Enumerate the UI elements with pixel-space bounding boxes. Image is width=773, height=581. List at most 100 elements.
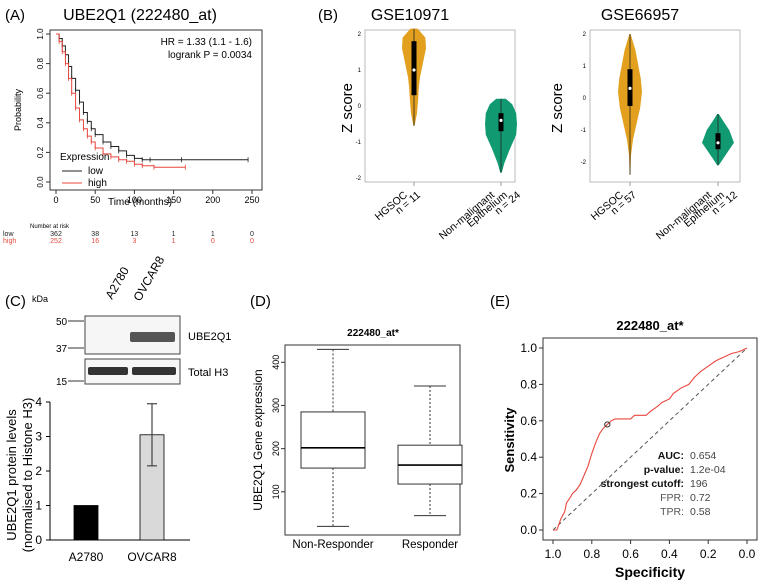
km-risk-value: 38: [91, 231, 99, 238]
roc-frame: [542, 337, 758, 541]
lane-label-ovcar8: OVCAR8: [130, 253, 167, 303]
km-y-tick-label: 0.8: [36, 57, 45, 69]
violin-y-tick-label: 0: [358, 104, 362, 110]
roc-diagonal: [552, 347, 748, 531]
roc-stat-label: FPR:: [660, 492, 684, 504]
box-title: 222480_at*: [347, 328, 399, 339]
roc-x-tick-label: 0.2: [700, 547, 717, 561]
km-plot: UBE2Q1 (222480_at) HR = 1.33 (1.1 - 1.6)…: [3, 7, 263, 245]
kda-marker-15: 15: [56, 377, 68, 388]
roc-y-tick-label: 0.4: [520, 450, 537, 464]
violin-y-tick-label: 2: [583, 32, 587, 38]
roc-stat-value: 0.654: [690, 450, 716, 462]
roc-stat-label: TPR:: [660, 506, 684, 518]
box-y-tick-label: 300: [271, 398, 281, 413]
violin2-title: GSE66957: [601, 7, 679, 24]
km-risk-value: 252: [50, 238, 62, 245]
roc-stat-label: AUC:: [658, 450, 684, 462]
km-x-tick-label: 250: [244, 195, 259, 205]
bar-category-label: OVCAR8: [127, 550, 177, 564]
roc-cutoff-point: [604, 421, 611, 428]
kda-label: kDa: [32, 294, 48, 304]
km-legend-title: Expression: [60, 152, 109, 163]
violin-median-dot: [628, 86, 632, 90]
bar-y-tick-label: 0: [35, 533, 42, 547]
violin2-frame: [589, 29, 741, 183]
blot-band-ovcar8-ube2q1: [130, 332, 175, 342]
roc-stat-value: 0.58: [690, 506, 711, 518]
km-risk-value: 0: [211, 238, 215, 245]
blot-band-a2780-h3: [88, 367, 128, 375]
bar-ylabel-line2: (normalised to Histone H3): [20, 398, 35, 553]
lane-label-a2780: A2780: [102, 264, 132, 301]
roc-x-tick-label: 0.4: [661, 547, 678, 561]
roc-x-tick-label: 0.6: [622, 547, 639, 561]
blot-band-ovcar8-h3: [132, 367, 176, 375]
box-category-label: Non-Responder: [292, 539, 373, 551]
km-y-tick-label: 0.2: [36, 146, 45, 158]
roc-xlabel: Specificity: [615, 564, 685, 580]
km-x-tick-label: 150: [166, 195, 181, 205]
box-frame: [284, 344, 461, 536]
blot-label-ube2q1: UBE2Q1: [188, 331, 231, 343]
km-risk-row-label: high: [3, 238, 16, 245]
blot-label-total-h3: Total H3: [188, 367, 228, 379]
roc-x-tick-label: 1.0: [545, 547, 562, 561]
violin-median-dot: [499, 118, 503, 122]
panel-label-c: (C): [5, 293, 26, 310]
violin1-frame: [364, 29, 516, 183]
roc-y-tick-label: 1.0: [520, 341, 537, 355]
box-y-tick-label: 100: [271, 484, 281, 499]
bar-A2780: [73, 505, 99, 541]
km-legend-low-label: low: [88, 166, 104, 177]
violin2-ylabel: Z score: [549, 83, 566, 133]
violin-median-dot: [412, 68, 416, 72]
box-iqr: [300, 411, 366, 469]
panel-label-a: (A): [5, 7, 25, 24]
kda-marker-50: 50: [56, 317, 68, 328]
kda-marker-37: 37: [56, 344, 68, 355]
bar-y-tick-label: 1: [35, 499, 42, 513]
roc-y-tick-label: 0.6: [520, 414, 537, 428]
km-risk-value: 3: [132, 238, 136, 245]
violin-y-tick-label: -1: [581, 128, 587, 134]
km-x-tick-label: 0: [53, 195, 58, 205]
roc-stat-value: 196: [690, 478, 708, 490]
km-risk-header: Number at risk: [30, 224, 70, 230]
km-legend-high-label: high: [88, 178, 107, 189]
roc-stat-label: strongest cutoff:: [601, 478, 684, 490]
km-risk-value: 16: [91, 238, 99, 245]
box-y-tick-label: 200: [271, 441, 281, 456]
km-hr-text: HR = 1.33 (1.1 - 1.6): [161, 37, 252, 48]
panel-label-e: (E): [490, 293, 510, 310]
roc-stat-label: p-value:: [644, 464, 684, 476]
violin-iqr-box: [498, 113, 504, 132]
km-y-tick-label: 0.0: [36, 176, 45, 188]
roc-ylabel: Sensitivity: [502, 407, 517, 473]
km-risk-row-label: low: [3, 231, 14, 238]
box-y-tick-label: 400: [271, 355, 281, 370]
violin-y-tick-label: -2: [581, 160, 587, 166]
km-risk-value: 1: [172, 238, 176, 245]
boxplot-panel: 222480_at* UBE2Q1 Gene expression 100 200…: [251, 328, 463, 551]
panel-label-b: (B): [318, 7, 338, 24]
roc-y-tick-label: 0.8: [520, 377, 537, 391]
violin1-title: GSE10971: [371, 7, 449, 24]
km-x-tick-label: 50: [90, 195, 100, 205]
western-bar-panel: kDa A2780 OVCAR8 UBE2Q1 Total H3 50 37 1…: [4, 253, 231, 564]
km-xlabel: Time (months): [108, 197, 172, 208]
roc-curve: [553, 347, 748, 531]
km-frame: [49, 29, 263, 191]
roc-y-tick-label: 0.0: [520, 523, 537, 537]
violin-median-dot: [716, 141, 720, 145]
km-y-tick-label: 0.6: [36, 87, 45, 99]
violin-y-tick-label: -2: [356, 176, 362, 182]
km-curve-high: [56, 33, 186, 168]
km-risk-value: 1: [211, 231, 215, 238]
km-risk-value: 0: [250, 231, 254, 238]
bar-y-tick-label: 2: [35, 464, 42, 478]
box-ylabel: UBE2Q1 Gene expression: [251, 369, 265, 510]
km-ylabel: Probability: [13, 88, 23, 131]
